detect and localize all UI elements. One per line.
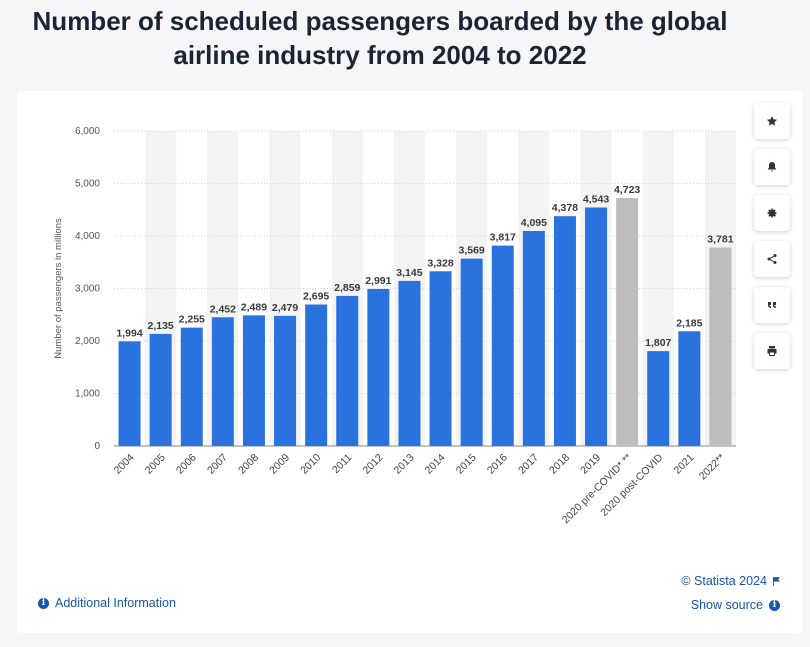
bar [305,304,328,446]
y-tick-label: 5,000 [75,179,100,190]
info-icon: i [769,599,780,611]
show-source-link[interactable]: Show source i [691,598,780,612]
flag-icon [773,576,780,586]
bar [367,288,390,446]
bar-value-label: 3,328 [427,257,453,269]
bar [553,216,576,446]
credit-label: © Statista 2024 [681,574,767,588]
chart-card: 0 1,000 2,000 3,000 4,000 5,000 6,000 Number of… [17,91,802,633]
cite-button[interactable] [754,287,790,323]
bar [149,333,172,446]
x-tick-label: 2005 [143,452,168,477]
bar-value-label: 2,255 [179,314,205,326]
additional-information-link[interactable]: i Additional Information [38,596,176,610]
chart-toolbar [754,103,790,369]
bar-value-label: 3,569 [459,245,485,257]
x-tick-label: 2018 [547,452,572,477]
y-tick-label: 4,000 [75,231,100,242]
x-tick-label: 2015 [454,452,479,477]
info-icon: i [38,597,49,609]
y-tick-label: 1,000 [75,389,100,400]
bar-value-label: 1,807 [645,337,671,349]
bar [522,231,545,446]
bar-value-label: 2,859 [334,282,360,294]
share-button[interactable] [754,241,790,277]
star-icon [766,116,778,126]
x-tick-label: 2016 [485,452,510,477]
bar [491,245,514,446]
bar-value-label: 2,489 [241,301,267,313]
notification-button[interactable] [754,149,790,185]
x-tick-label: 2004 [112,452,137,477]
bar-value-label: 4,543 [583,193,609,205]
printer-icon [767,346,777,356]
share-icon [767,254,777,264]
bar [242,315,265,446]
bar [616,198,639,446]
bar-value-label: 4,095 [521,217,547,229]
bar [398,280,421,446]
x-tick-label: 2014 [423,452,448,477]
x-tick-label: 2007 [205,452,230,477]
print-button[interactable] [754,333,790,369]
statista-credit[interactable]: © Statista 2024 [681,574,780,588]
bell-icon [768,162,776,172]
bar [429,271,452,446]
bar [118,341,141,446]
bar-value-label: 2,479 [272,302,298,314]
bar-value-label: 3,817 [490,232,516,244]
x-tick-label: 2006 [174,452,199,477]
x-tick-label: 2010 [298,452,323,477]
bar-value-label: 2,452 [210,303,236,315]
bar-value-label: 2,991 [365,275,391,287]
bar-value-label: 2,135 [148,320,174,332]
bar [647,351,670,446]
x-tick-label: 2017 [516,452,541,477]
y-tick-label: 0 [94,441,100,452]
favorite-button[interactable] [754,103,790,139]
additional-information-label: Additional Information [55,596,176,610]
bar-value-label: 2,695 [303,291,329,303]
bar [678,331,701,446]
page-title: Number of scheduled passengers boarded b… [32,6,728,70]
settings-button[interactable] [754,195,790,231]
bar-value-label: 3,145 [396,267,422,279]
bar [336,295,359,446]
bar [274,315,297,446]
y-tick-label: 3,000 [75,284,100,295]
quote-icon [768,302,776,308]
bar-value-label: 4,723 [614,184,640,196]
y-tick-label: 6,000 [75,126,100,137]
x-tick-label: 2013 [392,452,417,477]
x-tick-label: 2009 [267,452,292,477]
bar-value-label: 3,781 [707,233,733,245]
y-axis-label: Number of passengers in millions [53,218,64,359]
x-tick-label: 2019 [578,452,603,477]
x-tick-label: 2021 [671,452,696,477]
bar [180,327,203,446]
bar-chart: 0 1,000 2,000 3,000 4,000 5,000 6,000 Number of… [53,126,736,526]
x-tick-label: 2008 [236,452,261,477]
show-source-label: Show source [690,598,763,612]
y-tick-label: 2,000 [75,336,100,347]
bar [709,247,732,446]
x-tick-label: 2011 [330,452,355,477]
bar [460,258,483,446]
bar [585,207,608,446]
x-tick-label: 2022** [697,452,728,483]
bar-value-label: 1,994 [116,327,142,339]
bar [211,317,234,446]
x-tick-label: 2012 [360,452,385,477]
gear-icon [767,208,777,218]
bar-value-label: 2,185 [676,317,702,329]
bar-value-label: 4,378 [552,202,578,214]
